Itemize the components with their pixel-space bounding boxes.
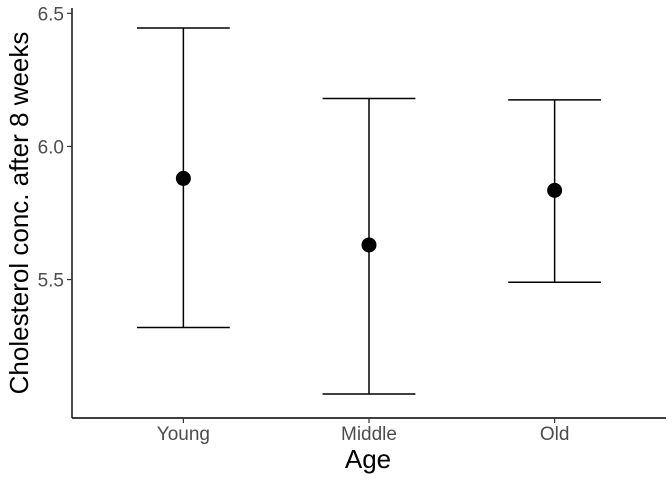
- x-axis-title: Age: [345, 444, 391, 474]
- x-tick-label-old: Old: [540, 424, 570, 445]
- x-tick-label-middle: Middle: [341, 424, 397, 445]
- y-axis-title: Cholesterol conc. after 8 weeks: [4, 32, 34, 395]
- y-tick-label: 6.5: [38, 4, 64, 25]
- x-tick-label-young: Young: [157, 424, 210, 445]
- y-axis-ticks: 5.5 6.0 6.5: [38, 4, 72, 292]
- mean-point-middle: [361, 237, 377, 253]
- y-tick-label: 6.0: [38, 137, 64, 158]
- y-tick-label: 5.5: [38, 271, 64, 292]
- mean-point-young: [175, 170, 191, 186]
- plot-area: [136, 27, 602, 395]
- x-axis-ticks: Young Middle Old: [157, 418, 570, 445]
- mean-point-old: [547, 182, 563, 198]
